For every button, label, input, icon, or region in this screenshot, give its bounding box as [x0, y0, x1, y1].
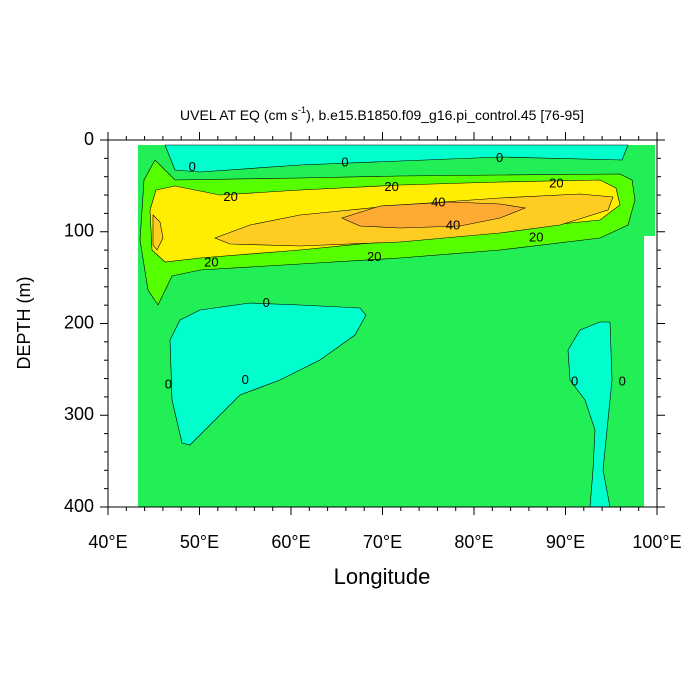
contour-label: 20 — [223, 189, 237, 204]
y-tick-label: 0 — [84, 129, 94, 149]
contour-label: 0 — [242, 372, 249, 387]
title-part: ), b.e15.B1850.f09_g16.pi_control.45 [76… — [306, 107, 584, 123]
x-tick-label: 40°E — [88, 532, 127, 552]
contour-label: 0 — [341, 154, 348, 169]
contour-label: 0 — [165, 376, 172, 391]
contour-label: 40 — [446, 218, 460, 233]
contour-label: 0 — [571, 374, 578, 389]
x-tick-label: 80°E — [454, 532, 493, 552]
field-fill — [164, 144, 629, 173]
y-tick-label: 400 — [64, 496, 94, 516]
y-tick-label: 200 — [64, 312, 94, 332]
contour-label: 20 — [204, 254, 218, 269]
contour-label: 20 — [529, 230, 543, 245]
contour-field — [138, 144, 655, 508]
field-fill — [341, 201, 527, 229]
contour-label: 0 — [619, 374, 626, 389]
chart-title: UVEL AT EQ (cm s-1), b.e15.B1850.f09_g16… — [180, 105, 584, 122]
contour-label: 20 — [367, 249, 381, 264]
x-axis-label: Longitude — [334, 564, 431, 589]
x-tick-label: 70°E — [363, 532, 402, 552]
title-superscript: -1 — [298, 105, 306, 115]
contour-label: 0 — [496, 150, 503, 165]
y-tick-label: 100 — [64, 221, 94, 241]
contour-label: 0 — [189, 159, 196, 174]
field-fill — [169, 302, 367, 446]
y-axis-label: DEPTH (m) — [14, 277, 34, 370]
x-tick-label: 100°E — [632, 532, 681, 552]
title-part: UVEL AT EQ (cm s — [180, 107, 298, 123]
contour-label: 20 — [384, 179, 398, 194]
contour-label: 40 — [431, 195, 445, 210]
x-tick-label: 90°E — [546, 532, 585, 552]
x-tick-label: 60°E — [271, 532, 310, 552]
contour-label: 20 — [549, 175, 563, 190]
y-tick-label: 300 — [64, 404, 94, 424]
field-fill — [567, 321, 613, 508]
x-tick-label: 50°E — [180, 532, 219, 552]
contour-label: 0 — [263, 295, 270, 310]
field-fill — [152, 214, 164, 251]
